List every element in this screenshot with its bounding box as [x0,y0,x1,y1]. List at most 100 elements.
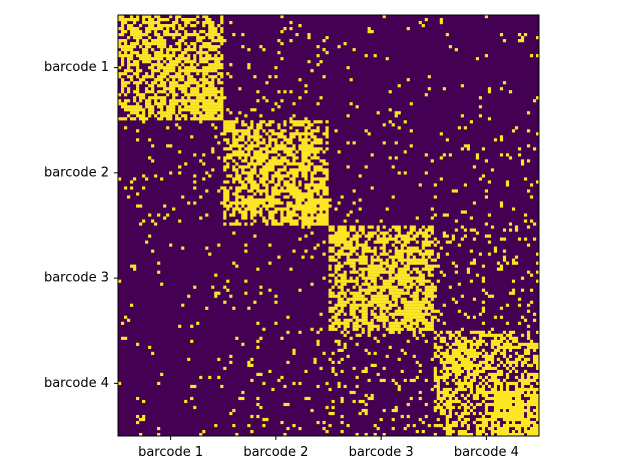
heatmap-cell [430,159,434,163]
heatmap-cell [346,141,350,145]
heatmap-cell [166,144,173,148]
heatmap-cell [484,222,489,226]
heatmap-cell [127,36,131,40]
heatmap-cell [502,81,507,85]
heatmap-cell [205,246,209,250]
heatmap-cell [190,24,197,28]
heatmap-cell [337,348,344,352]
heatmap-cell [142,111,146,115]
heatmap-cell [268,141,272,145]
heatmap-cell [136,129,140,133]
heatmap-cell [199,30,206,34]
heatmap-cell [424,249,434,253]
heatmap-cell [136,66,140,70]
heatmap-cell [499,153,504,157]
heatmap-cell [367,378,371,383]
heatmap-cell [340,429,344,434]
heatmap-cell [268,243,272,247]
heatmap-cell [145,105,155,109]
heatmap-cell [208,30,218,34]
heatmap-cell [409,144,413,148]
heatmap-cell [157,36,164,40]
heatmap-cell [397,267,410,271]
heatmap-cell [223,213,227,217]
heatmap-cell [406,255,410,259]
heatmap-cell [433,378,440,383]
heatmap-cell [154,54,176,58]
heatmap-cell [256,396,260,401]
heatmap-cell [157,45,167,49]
heatmap-cell [430,216,434,220]
heatmap-cell [247,189,254,193]
heatmap-cell [535,366,540,370]
heatmap-cell [211,147,215,151]
heatmap-cell [274,321,278,325]
heatmap-cell [265,207,269,211]
heatmap-cell [454,300,458,304]
heatmap-cell [214,273,218,277]
heatmap-cell [226,288,230,292]
heatmap-cell [157,105,164,109]
heatmap-cell [472,393,479,398]
heatmap-cell [235,195,245,199]
heatmap-cell [292,156,299,160]
heatmap-cell [208,75,218,79]
heatmap-cell [511,261,519,265]
heatmap-cell [379,417,383,422]
heatmap-cell [259,45,263,49]
heatmap-cell [316,330,320,334]
heatmap-cell [526,405,531,410]
heatmap-cell [385,57,389,61]
heatmap-cell [454,387,467,392]
heatmap-cell [340,369,344,373]
heatmap-cell [328,258,338,262]
heatmap-cell [118,279,122,283]
heatmap-cell [193,174,197,178]
heatmap-cell [142,219,146,223]
heatmap-cell [262,327,266,331]
heatmap-cell [469,261,476,265]
heatmap-cell [151,69,161,73]
heatmap-cell [430,207,434,211]
heatmap-cell [460,360,473,364]
heatmap-cell [340,414,344,419]
heatmap-cell [121,90,125,94]
heatmap-cell [208,48,218,52]
heatmap-cell [436,390,449,395]
heatmap-cell [418,327,434,331]
heatmap-cell [367,27,371,31]
heatmap-cell [229,411,233,416]
heatmap-cell [460,225,464,229]
heatmap-cell [310,327,314,331]
heatmap-cell [232,135,236,139]
heatmap-cell [433,345,443,349]
heatmap-cell [364,129,368,133]
heatmap-cell [247,150,251,154]
heatmap-cell [340,399,344,404]
heatmap-cell [433,195,437,199]
heatmap-cell [328,411,335,416]
heatmap-cell [148,36,152,40]
heatmap-cell [292,114,296,118]
heatmap-cell [247,135,263,139]
heatmap-cell [433,237,437,241]
heatmap-cell [526,399,540,404]
heatmap-cell [502,348,507,352]
heatmap-cell [457,417,461,422]
heatmap-cell [424,228,434,232]
heatmap-cell [472,411,476,416]
heatmap-cell [172,78,176,82]
heatmap-cell [349,225,356,229]
heatmap-cell [133,72,140,76]
heatmap-cell [457,429,467,434]
heatmap-cell [157,90,167,94]
heatmap-cell [502,363,507,367]
heatmap-cell [223,180,230,184]
heatmap-cell [433,351,437,355]
heatmap-cell [232,33,236,37]
heatmap-cell [406,246,419,250]
heatmap-cell [367,327,374,331]
heatmap-cell [247,423,251,428]
heatmap-cell [271,177,275,181]
heatmap-cell [319,180,326,184]
